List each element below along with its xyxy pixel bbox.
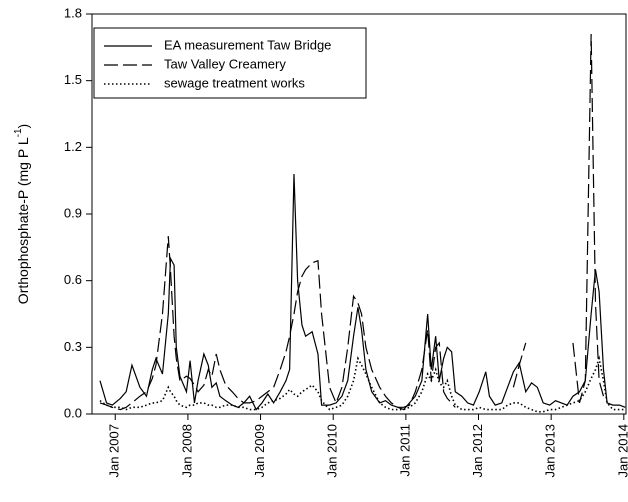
y-tick-label: 1.5 [64, 72, 82, 87]
x-tick-label: Jan 2013 [543, 424, 558, 478]
x-tick-label: Jan 2012 [470, 424, 485, 478]
legend-box [93, 27, 367, 99]
legend: EA measurement Taw Bridge Taw Valley Crea… [93, 27, 367, 99]
x-tick-label: Jan 2009 [252, 424, 267, 478]
x-tick-label: Jan 2014 [615, 424, 628, 478]
y-tick-label: 0.6 [64, 272, 82, 287]
x-tick-label: Jan 2007 [107, 424, 122, 478]
y-tick-label: 1.2 [64, 139, 82, 154]
y-tick-label: 1.8 [64, 5, 82, 20]
y-tick-label: 0.0 [64, 405, 82, 420]
y-tick-label: 0.3 [64, 339, 82, 354]
x-tick-label: Jan 2011 [397, 424, 412, 477]
legend-label: Taw Valley Creamery [164, 56, 286, 71]
y-axis-label: Orthophosphate-P (mg P L-1) [13, 124, 31, 304]
y-axis-label-superscript: -1 [13, 128, 24, 137]
series-line [99, 33, 605, 411]
y-axis-label-text: Orthophosphate-P (mg P L [15, 137, 31, 304]
series-line [99, 173, 626, 411]
x-tick-label: Jan 2008 [179, 424, 194, 478]
y-axis-label-end: ) [15, 124, 31, 129]
y-tick-label: 0.9 [64, 205, 82, 220]
legend-label: sewage treatment works [164, 75, 305, 90]
series-line [99, 355, 626, 413]
legend-label: EA measurement Taw Bridge [164, 37, 331, 52]
x-tick-label: Jan 2010 [325, 424, 340, 478]
